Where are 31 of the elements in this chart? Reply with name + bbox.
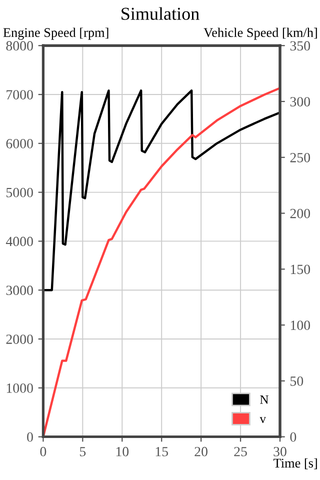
y-tick-label: 8000 xyxy=(6,41,33,51)
x-tick-label: 0 xyxy=(40,446,46,456)
y-axis-title: Engine Speed [rpm] xyxy=(3,28,108,40)
y2-tick-label: 0 xyxy=(290,432,296,442)
x-tick-label: 30 xyxy=(274,446,286,456)
x-axis-title: Time [s] xyxy=(274,458,317,470)
y-tick-label: 7000 xyxy=(6,90,33,100)
legend-label: N xyxy=(260,396,268,404)
y2-tick-label: 100 xyxy=(290,320,310,330)
y-tick-label: 0 xyxy=(27,432,33,442)
x-tick-label: 20 xyxy=(194,446,208,456)
y-tick-label: 2000 xyxy=(6,334,33,344)
y2-tick-label: 50 xyxy=(290,376,304,386)
y2-tick-label: 150 xyxy=(290,264,310,274)
y2-axis-title: Vehicle Speed [km/h] xyxy=(204,28,317,40)
y-tick-label: 1000 xyxy=(6,383,33,393)
y-tick-label: 4000 xyxy=(6,236,33,246)
y2-tick-label: 250 xyxy=(290,152,310,162)
y2-tick-label: 350 xyxy=(290,41,310,51)
x-tick-label: 10 xyxy=(116,446,129,456)
y-tick-label: 3000 xyxy=(6,286,33,296)
y-tick-label: 6000 xyxy=(6,138,33,148)
y2-tick-label: 200 xyxy=(290,208,310,218)
x-tick-label: 5 xyxy=(80,447,86,456)
line-series xyxy=(43,89,280,292)
chart-title: Simulation xyxy=(122,7,200,20)
y-tick-label: 5000 xyxy=(6,188,33,198)
y2-tick-label: 300 xyxy=(290,97,310,106)
legend-label: v xyxy=(260,417,266,424)
x-tick-label: 25 xyxy=(234,446,247,456)
x-tick-label: 15 xyxy=(156,446,168,456)
